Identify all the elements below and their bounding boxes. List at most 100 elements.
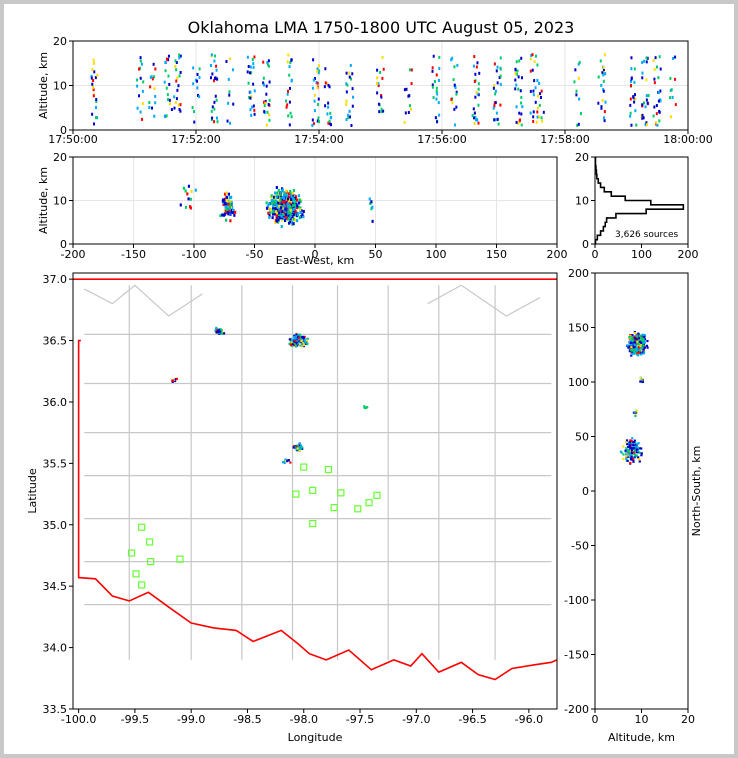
map-x-tick-label: -99.5 (121, 713, 149, 726)
ew-source-point (275, 185, 278, 189)
ew-source-point (289, 189, 292, 193)
time-y-tick-label: 20 (53, 35, 67, 48)
ew-source-point (268, 202, 271, 206)
ew-source-point (221, 213, 224, 217)
time-source-point (163, 80, 166, 84)
ew-source-point (281, 196, 284, 200)
ns-source-point (636, 449, 640, 452)
ew-source-point (281, 218, 284, 222)
ew-source-point (272, 203, 275, 207)
time-source-point (348, 75, 351, 79)
ns-source-point (636, 442, 639, 445)
map-source-point (302, 343, 306, 347)
time-source-point (211, 105, 214, 109)
ns-source-point (639, 343, 643, 346)
ns-source-point (642, 352, 646, 355)
time-source-point (671, 95, 674, 99)
time-source-point (345, 102, 348, 106)
ew-source-point (279, 196, 282, 200)
time-source-point (432, 95, 435, 99)
ns-source-point (639, 338, 642, 341)
time-source-point (515, 105, 518, 109)
time-source-point (351, 104, 354, 108)
ew-source-point (279, 199, 282, 203)
map-source-point (294, 340, 297, 343)
time-source-point (602, 68, 605, 72)
ew-source-point (291, 213, 294, 217)
ns-source-point (633, 448, 637, 451)
ns-source-point (636, 345, 639, 348)
time-source-point (652, 59, 655, 63)
map-source-point (293, 344, 296, 347)
time-source-point (265, 123, 268, 127)
time-source-point (210, 109, 213, 113)
ew-source-point (279, 206, 283, 210)
ew-source-point (270, 201, 273, 205)
ew-source-point (270, 194, 273, 198)
time-x-tick-label: 17:54:00 (294, 133, 343, 146)
time-source-point (148, 101, 151, 105)
time-source-point (653, 77, 656, 81)
ew-source-point (285, 194, 289, 198)
time-source-point (477, 121, 480, 125)
map-source-point (363, 406, 366, 409)
ew-source-point (289, 200, 292, 204)
ew-source-point (272, 212, 275, 216)
map-source-point (289, 343, 292, 346)
map-source-point (171, 379, 175, 382)
time-source-point (345, 71, 348, 75)
ew-y-tick-label: 0 (60, 238, 67, 251)
time-source-point (674, 77, 677, 81)
time-source-point (249, 96, 252, 100)
time-source-point (453, 107, 456, 111)
time-source-point (517, 87, 520, 91)
ns-source-point (641, 333, 644, 336)
time-source-point (577, 62, 580, 66)
time-source-point (494, 118, 497, 122)
ew-source-point (292, 213, 295, 217)
time-source-point (317, 97, 320, 101)
ew-source-point (268, 215, 271, 219)
map-source-point (290, 344, 293, 347)
time-source-point (136, 84, 139, 88)
time-source-point (517, 75, 520, 79)
time-source-point (231, 68, 234, 72)
ew-x-tick-label: 150 (486, 248, 507, 261)
time-source-point (345, 99, 348, 103)
time-source-point (431, 66, 434, 70)
time-source-point (472, 107, 475, 111)
ew-source-point (291, 220, 294, 224)
ew-source-point (274, 199, 278, 203)
hist-x-tick-label: 100 (631, 248, 652, 261)
time-source-point (168, 82, 171, 86)
hist-y-tick-label: 10 (575, 195, 589, 208)
ns-source-point (642, 351, 645, 354)
ew-source-point (275, 195, 278, 199)
ns-source-point (639, 380, 642, 383)
ew-source-point (282, 217, 286, 221)
hist-axes-frame (594, 156, 689, 245)
map-source-point (296, 444, 299, 447)
time-source-point (139, 59, 142, 63)
time-source-point (92, 88, 95, 92)
ew-source-point (299, 208, 302, 212)
lma-station-marker (292, 490, 300, 498)
ew-source-point (290, 191, 293, 195)
ew-source-point (189, 197, 192, 201)
ew-source-point (274, 201, 277, 205)
time-source-point (573, 80, 576, 84)
ew-source-point (186, 192, 189, 196)
ns-source-point (634, 454, 637, 457)
time-source-point (629, 111, 632, 115)
time-source-point (178, 56, 181, 60)
time-source-point (531, 53, 534, 57)
time-source-point (381, 55, 384, 59)
time-source-point (477, 87, 480, 91)
ew-source-point (281, 210, 284, 214)
map-source-point (298, 341, 301, 344)
time-source-point (646, 101, 649, 105)
time-source-point (315, 81, 318, 85)
map-source-point (296, 445, 299, 448)
map-source-point (298, 446, 301, 449)
ew-y-tick-label: 10 (53, 195, 67, 208)
